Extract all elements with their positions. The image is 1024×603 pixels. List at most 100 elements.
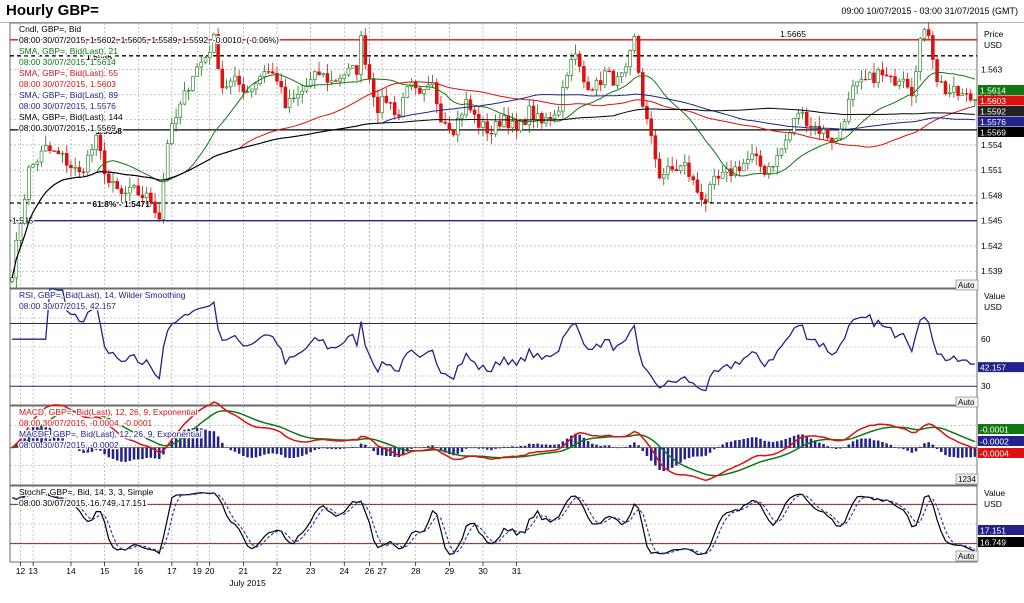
histogram-bar bbox=[300, 447, 304, 456]
stoch-auto-button[interactable]: Auto bbox=[955, 550, 979, 562]
candle-body bbox=[409, 81, 414, 88]
histogram-bar bbox=[191, 428, 195, 448]
candle-body bbox=[851, 85, 855, 100]
candle-body bbox=[86, 154, 90, 173]
candle-body bbox=[455, 117, 460, 136]
histogram-bar bbox=[523, 445, 527, 448]
button-frame[interactable] bbox=[955, 279, 979, 291]
candle-body bbox=[947, 91, 952, 95]
level-label: 61.8% - 1.5471 bbox=[92, 199, 150, 209]
histogram-bar bbox=[410, 447, 413, 449]
histogram-bar bbox=[956, 447, 960, 458]
x-tick-label: 27 bbox=[377, 566, 387, 576]
rsi-auto-button[interactable]: Auto bbox=[955, 396, 979, 408]
histogram-bar bbox=[19, 439, 22, 448]
button-frame[interactable] bbox=[955, 473, 979, 485]
histogram-bar bbox=[570, 435, 573, 448]
histogram-bar bbox=[927, 442, 930, 448]
candle-body bbox=[31, 164, 35, 168]
axis-title: USD bbox=[984, 40, 1002, 50]
histogram-bar bbox=[473, 447, 476, 449]
histogram-bar bbox=[347, 447, 350, 449]
candle-body bbox=[527, 105, 532, 126]
histogram-bar bbox=[721, 444, 724, 448]
histogram-bar bbox=[342, 447, 346, 449]
value-tag-label: 42.157 bbox=[980, 363, 1006, 373]
histogram-bar bbox=[23, 434, 26, 448]
histogram-bar bbox=[923, 443, 926, 448]
x-tick-label: 14 bbox=[66, 566, 76, 576]
histogram-bar bbox=[607, 445, 611, 448]
histogram-bar bbox=[376, 447, 380, 456]
candle-body bbox=[973, 99, 977, 101]
histogram-bar bbox=[431, 445, 434, 448]
histogram-bar bbox=[687, 447, 691, 459]
histogram-bar bbox=[746, 438, 750, 448]
candle-body bbox=[199, 61, 204, 68]
histogram-bar bbox=[61, 437, 64, 448]
histogram-bar bbox=[107, 447, 111, 458]
histogram-bar bbox=[910, 447, 914, 453]
candle-body bbox=[43, 145, 48, 152]
candle-body bbox=[619, 72, 624, 78]
histogram-bar bbox=[784, 439, 787, 448]
value-tag-label: 1.5592 bbox=[980, 107, 1006, 117]
candle-body bbox=[22, 199, 27, 224]
candle-body bbox=[594, 80, 599, 91]
candle-body bbox=[233, 75, 237, 82]
candle-body bbox=[531, 105, 536, 121]
price-tick-label: 1.542 bbox=[981, 241, 1003, 251]
candle-body bbox=[960, 93, 965, 96]
histogram-bar bbox=[595, 444, 598, 448]
histogram-bar bbox=[771, 442, 775, 448]
candle-body bbox=[321, 73, 325, 76]
histogram-bar bbox=[834, 447, 838, 449]
button-frame[interactable] bbox=[955, 396, 979, 408]
histogram-bar bbox=[763, 440, 766, 448]
histogram-bar bbox=[385, 447, 388, 456]
candle-body bbox=[838, 128, 843, 139]
candle-body bbox=[434, 82, 439, 105]
candle-body bbox=[128, 186, 132, 194]
button-frame[interactable] bbox=[955, 550, 979, 562]
candle-body bbox=[107, 173, 111, 183]
candle-body bbox=[94, 134, 98, 150]
histogram-bar bbox=[561, 441, 565, 448]
histogram-bar bbox=[591, 443, 594, 448]
histogram-bar bbox=[876, 440, 880, 448]
histogram-bar bbox=[267, 447, 270, 454]
histogram-bar bbox=[321, 447, 325, 449]
histogram-bar bbox=[822, 444, 825, 448]
legend-entry: SMA, GBP=, Bid(Last), 144 bbox=[19, 112, 123, 122]
histogram-bar bbox=[691, 447, 695, 457]
histogram-bar bbox=[128, 447, 132, 461]
candle-body bbox=[653, 135, 658, 160]
histogram-bar bbox=[498, 447, 502, 449]
macd-zoom-button[interactable]: 1234 bbox=[955, 473, 979, 485]
histogram-bar bbox=[36, 424, 39, 448]
histogram-bar bbox=[931, 444, 935, 448]
histogram-bar bbox=[897, 447, 901, 449]
candle-body bbox=[212, 34, 216, 53]
histogram-bar bbox=[309, 447, 312, 453]
candle-body bbox=[98, 134, 103, 151]
histogram-bar bbox=[733, 440, 737, 448]
candle-body bbox=[741, 162, 746, 172]
candle-body bbox=[939, 81, 944, 83]
histogram-bar bbox=[481, 447, 485, 449]
histogram-bar bbox=[141, 447, 144, 460]
candle-body bbox=[220, 68, 225, 89]
candle-body bbox=[775, 155, 780, 167]
price-auto-button[interactable]: Auto bbox=[955, 279, 979, 291]
candle-body bbox=[115, 181, 119, 190]
histogram-bar bbox=[477, 447, 481, 449]
candle-body bbox=[863, 78, 868, 81]
candle-body bbox=[821, 129, 826, 134]
date-range: 09:00 10/07/2015 - 03:00 31/07/2015 (GMT… bbox=[841, 6, 1018, 16]
candle-body bbox=[956, 86, 960, 96]
histogram-bar bbox=[755, 437, 758, 448]
candle-body bbox=[830, 137, 834, 142]
histogram-bar bbox=[704, 447, 708, 456]
histogram-bar bbox=[839, 447, 842, 449]
